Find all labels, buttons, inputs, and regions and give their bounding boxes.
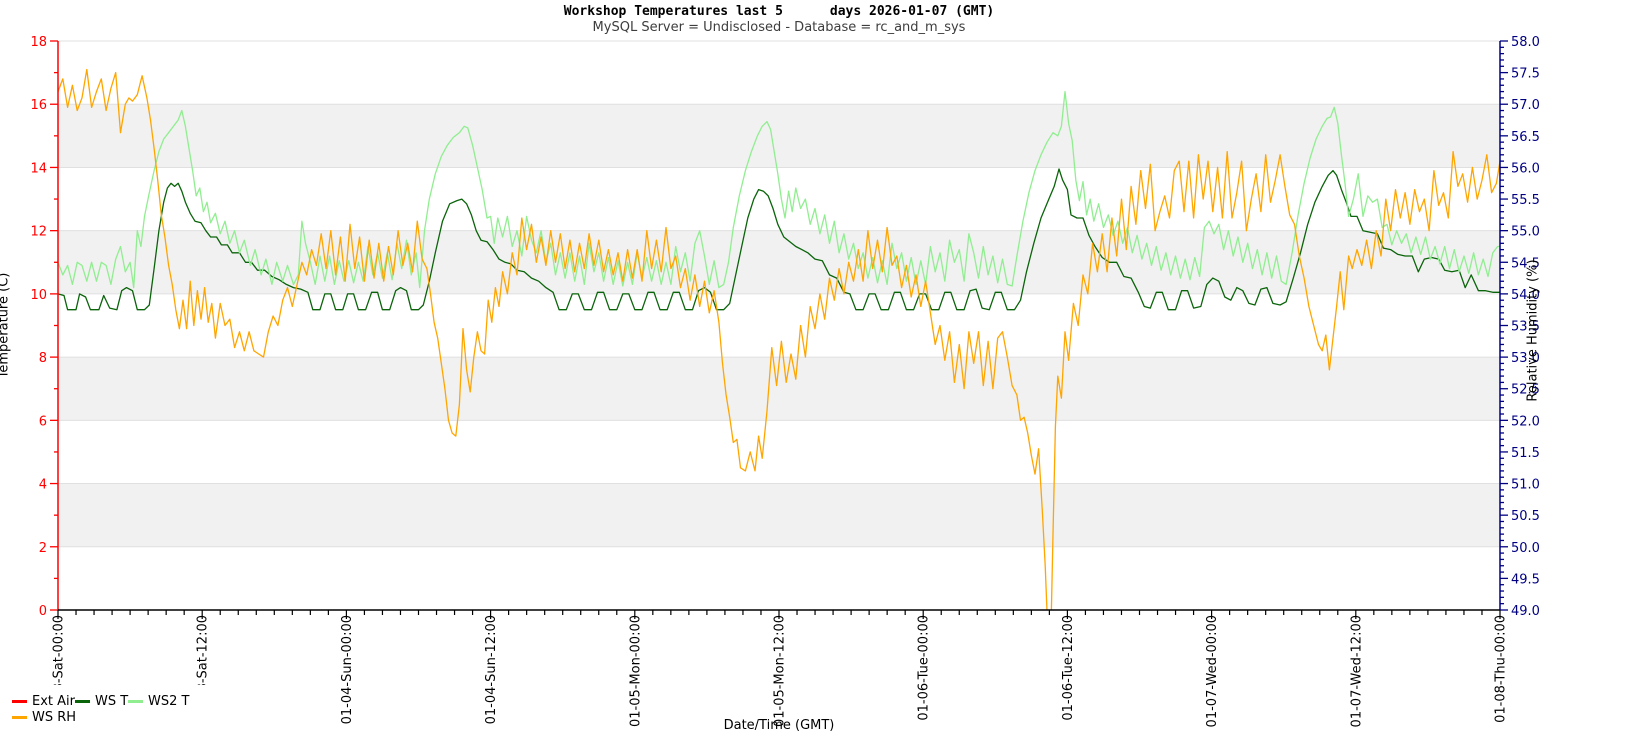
- y-right-tick-label: 58.0: [1511, 35, 1540, 50]
- y-right-tick-label: 51.5: [1511, 446, 1540, 461]
- y-left-tick-label: 0: [39, 604, 47, 619]
- y-left-tick-label: 12: [30, 225, 47, 240]
- legend: Ext Air WS T WS2 T WS RH: [4, 685, 214, 725]
- legend-item-ws-t: WS T: [75, 693, 128, 709]
- legend-item-ws2-t: WS2 T: [128, 693, 189, 709]
- x-tick-label: 01-06-Tue-12:00: [1061, 615, 1076, 721]
- ws2-t-line-swatch: [128, 699, 143, 703]
- legend-label-ws2-t: WS2 T: [148, 693, 190, 709]
- ws-t-line-swatch: [75, 699, 90, 703]
- legend-item-ws-rh: WS RH: [12, 709, 76, 725]
- y-right-tick-label: 54.0: [1511, 288, 1540, 303]
- band: [58, 230, 1500, 294]
- y-axis-right-ticks: 49.0 49.5 50.0 50.5 51.0 51.5 52.0 52.5 53.0 53.5…: [1500, 35, 1540, 619]
- y-right-tick-label: 56.5: [1511, 130, 1540, 145]
- legend-item-ext-air: Ext Air: [12, 693, 75, 709]
- y-left-tick-label: 8: [39, 351, 47, 366]
- y-right-tick-label: 55.5: [1511, 193, 1540, 208]
- y-right-tick-label: 55.0: [1511, 225, 1540, 240]
- y-right-tick-label: 51.0: [1511, 478, 1540, 493]
- y-left-tick-label: 16: [30, 98, 47, 113]
- x-tick-label: 01-05-Mon-12:00: [773, 615, 788, 727]
- y-left-tick-label: 2: [39, 541, 47, 556]
- y-left-tick-label: 14: [30, 161, 47, 176]
- y-axis-left-title: Temperature (C): [0, 272, 12, 379]
- y-right-tick-label: 50.0: [1511, 541, 1540, 556]
- series-line-ws2-t: [58, 90, 1500, 289]
- y-right-tick-label: 57.5: [1511, 67, 1540, 82]
- y-axis-left-ticks: 0 2 4 6 8 10 12 14 16 18: [30, 35, 58, 619]
- chart-title: Workshop Temperatures last 5 days 2026-0…: [563, 4, 995, 19]
- series-lines: [58, 68, 1500, 610]
- legend-label-ws-t: WS T: [95, 693, 129, 709]
- x-axis-title: Date/Time (GMT): [723, 718, 835, 733]
- y-left-tick-label: 10: [30, 288, 47, 303]
- y-right-tick-label: 50.5: [1511, 509, 1540, 524]
- legend-label-ws-rh: WS RH: [32, 709, 77, 725]
- x-tick-label: 01-05-Mon-00:00: [628, 615, 643, 727]
- series-line-ws-t: [58, 168, 1500, 311]
- background-bands: [58, 40, 1500, 548]
- legend-label-ext-air: Ext Air: [32, 693, 75, 709]
- x-tick-label: 01-07-Wed-12:00: [1349, 615, 1364, 727]
- band: [58, 104, 1500, 168]
- y-right-tick-label: 53.0: [1511, 351, 1540, 366]
- y-axis-right-title: Relative Humidity (%): [1525, 259, 1541, 402]
- y-left-tick-label: 4: [39, 478, 47, 493]
- x-tick-label: 01-04-Sun-00:00: [340, 615, 355, 724]
- x-tick-label: 01-08-Thu-00:00: [1494, 615, 1509, 723]
- x-tick-label: 01-07-Wed-00:00: [1205, 615, 1220, 727]
- x-axis-ticks: 01-03-Sat-00:00 01-03-Sat-12:00 01-04-Sun-…: [52, 610, 1509, 727]
- y-right-tick-label: 56.0: [1511, 161, 1540, 176]
- y-right-tick-label: 49.5: [1511, 572, 1540, 587]
- x-tick-label: 01-06-Tue-00:00: [917, 615, 932, 721]
- y-right-tick-label: 52.0: [1511, 414, 1540, 429]
- x-tick-label: 01-04-Sun-12:00: [484, 615, 499, 724]
- y-right-tick-label: 49.0: [1511, 604, 1540, 619]
- chart-subtitle: MySQL Server = Undisclosed - Database = …: [592, 20, 966, 35]
- band: [58, 483, 1500, 547]
- y-right-tick-label: 53.5: [1511, 320, 1540, 335]
- y-right-tick-label: 54.5: [1511, 256, 1540, 271]
- y-right-tick-label: 57.0: [1511, 98, 1540, 113]
- y-right-tick-label: 52.5: [1511, 383, 1540, 398]
- ws-rh-line-swatch: [12, 715, 27, 719]
- y-left-tick-label: 6: [39, 414, 47, 429]
- ext-air-line-swatch: [12, 699, 27, 703]
- series-line-ws-rh: [58, 68, 1500, 610]
- y-left-tick-label: 18: [30, 35, 47, 50]
